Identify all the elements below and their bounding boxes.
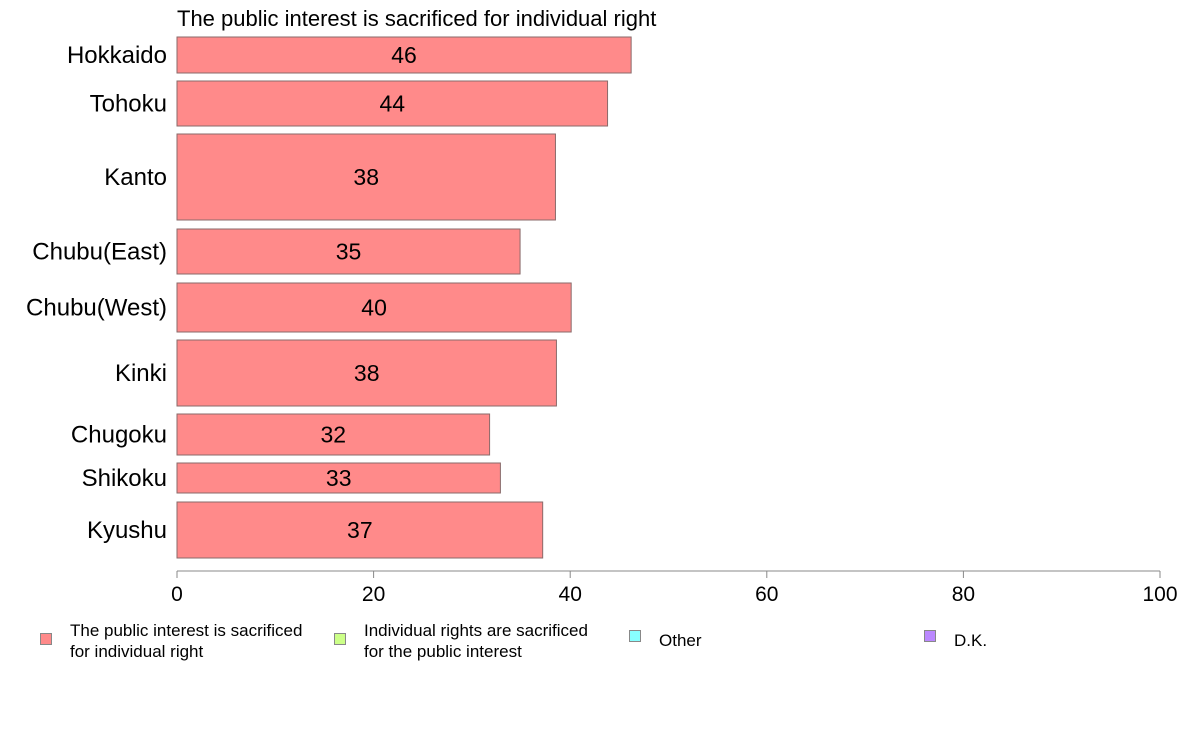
bar-kinki: [176, 339, 557, 407]
category-label: Hokkaido: [67, 42, 167, 69]
bar-shikoku: [176, 462, 501, 494]
legend-item-other: Other: [629, 620, 702, 651]
bar-value-label: 37: [347, 517, 373, 543]
bar-chugoku: [176, 413, 491, 456]
legend-swatch: [629, 630, 641, 642]
x-tick-label: 40: [559, 583, 582, 606]
bar-hokkaido: [176, 36, 632, 74]
bar-chubu-west: [176, 282, 572, 333]
legend-swatch: [924, 630, 936, 642]
category-label: Chubu(West): [26, 295, 167, 322]
bar-value-label: 33: [326, 465, 352, 491]
category-label: Tohoku: [90, 91, 167, 118]
x-tick-label: 80: [952, 583, 975, 606]
category-label: Chugoku: [71, 422, 167, 449]
category-label: Kyushu: [87, 517, 167, 544]
legend-label: Other: [659, 631, 702, 650]
bar-value-label: 46: [391, 42, 417, 68]
legend: The public interest is sacrificed for in…: [0, 620, 1188, 680]
bar-value-label: 44: [379, 91, 405, 117]
bar-value-label: 38: [353, 164, 379, 190]
bar-chubu-east: [176, 228, 521, 275]
x-tick-label: 100: [1142, 583, 1177, 606]
bar-tohoku: [176, 80, 609, 127]
chart-title: The public interest is sacrificed for in…: [177, 6, 656, 31]
legend-label: D.K.: [954, 631, 988, 650]
legend-item-dk: D.K.: [924, 620, 987, 651]
bar-kanto: [176, 133, 556, 221]
category-label: Kanto: [104, 164, 167, 191]
x-tick-label: 0: [171, 583, 183, 606]
legend-label: The public interest is sacrificed for in…: [70, 621, 303, 661]
bar-value-label: 38: [354, 360, 380, 386]
legend-item-individual-rights-sacrificed: Individual rights are sacrificed for the…: [334, 620, 588, 662]
category-label: Chubu(East): [32, 239, 167, 266]
x-tick-label: 20: [362, 583, 385, 606]
category-label: Shikoku: [82, 465, 167, 492]
chart-svg: The public interest is sacrificed for in…: [26, 6, 1178, 606]
legend-label: Individual rights are sacrificed for the…: [364, 621, 588, 661]
legend-swatch: [334, 633, 346, 645]
x-axis: 0 20 40 60 80 100: [171, 570, 1178, 606]
bar-value-label: 35: [336, 239, 362, 265]
x-tick-label: 60: [755, 583, 778, 606]
category-label: Kinki: [115, 360, 167, 387]
legend-swatch: [40, 633, 52, 645]
legend-item-public-interest-sacrificed: The public interest is sacrificed for in…: [40, 620, 302, 662]
bar-value-label: 32: [321, 422, 347, 448]
bar-value-label: 40: [361, 295, 387, 321]
bar-kyushu: [176, 501, 544, 559]
bars-group: 46 Hokkaido 44 Tohoku 38 Kanto 35 Chubu(East) 40…: [26, 36, 632, 559]
